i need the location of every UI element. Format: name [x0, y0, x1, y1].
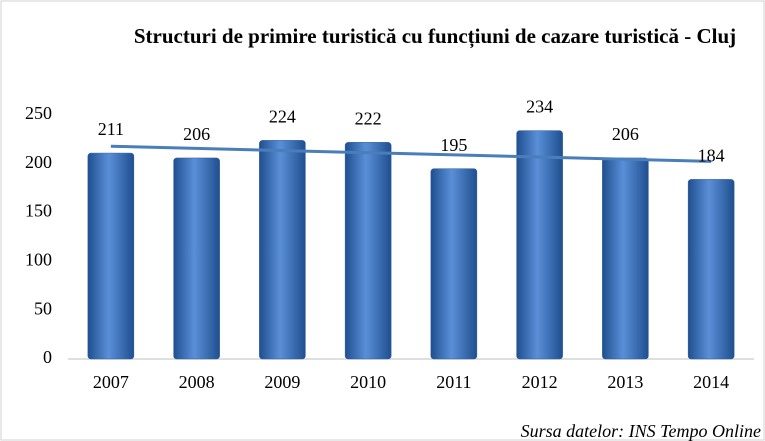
bar: [687, 179, 735, 360]
data-label: 234: [526, 97, 553, 117]
y-tick-label: 250: [25, 103, 52, 123]
x-tick-label: 2009: [264, 372, 300, 392]
trendline: [110, 144, 712, 163]
source-note: Sursa datelor: INS Tempo Online: [520, 421, 761, 441]
x-tick-label: 2012: [522, 372, 558, 392]
chart-title: Structuri de primire turistică cu funcți…: [133, 24, 737, 48]
data-label: 224: [269, 107, 296, 127]
data-label: 222: [355, 108, 382, 128]
data-label: 184: [698, 146, 725, 166]
y-tick-label: 50: [34, 298, 52, 318]
bar: [259, 140, 306, 360]
y-tick-label: 200: [25, 152, 52, 172]
bar: [173, 157, 220, 360]
x-tick-label: 2014: [693, 372, 729, 392]
bar: [430, 168, 478, 360]
data-label: 206: [183, 124, 210, 144]
y-tick-label: 150: [25, 201, 52, 221]
bar: [344, 142, 392, 360]
bar: [516, 130, 563, 360]
y-tick-label: 0: [43, 347, 52, 367]
x-tick-label: 2007: [93, 372, 129, 392]
data-label: 195: [440, 135, 467, 155]
x-tick-label: 2011: [436, 372, 471, 392]
x-tick-label: 2008: [179, 372, 215, 392]
bar: [602, 157, 649, 360]
bar: [87, 152, 135, 360]
x-tick-label: 2010: [350, 372, 386, 392]
x-tick-label: 2013: [607, 372, 643, 392]
y-tick-label: 100: [25, 250, 52, 270]
data-label: 211: [98, 119, 124, 139]
data-label: 206: [612, 124, 639, 144]
